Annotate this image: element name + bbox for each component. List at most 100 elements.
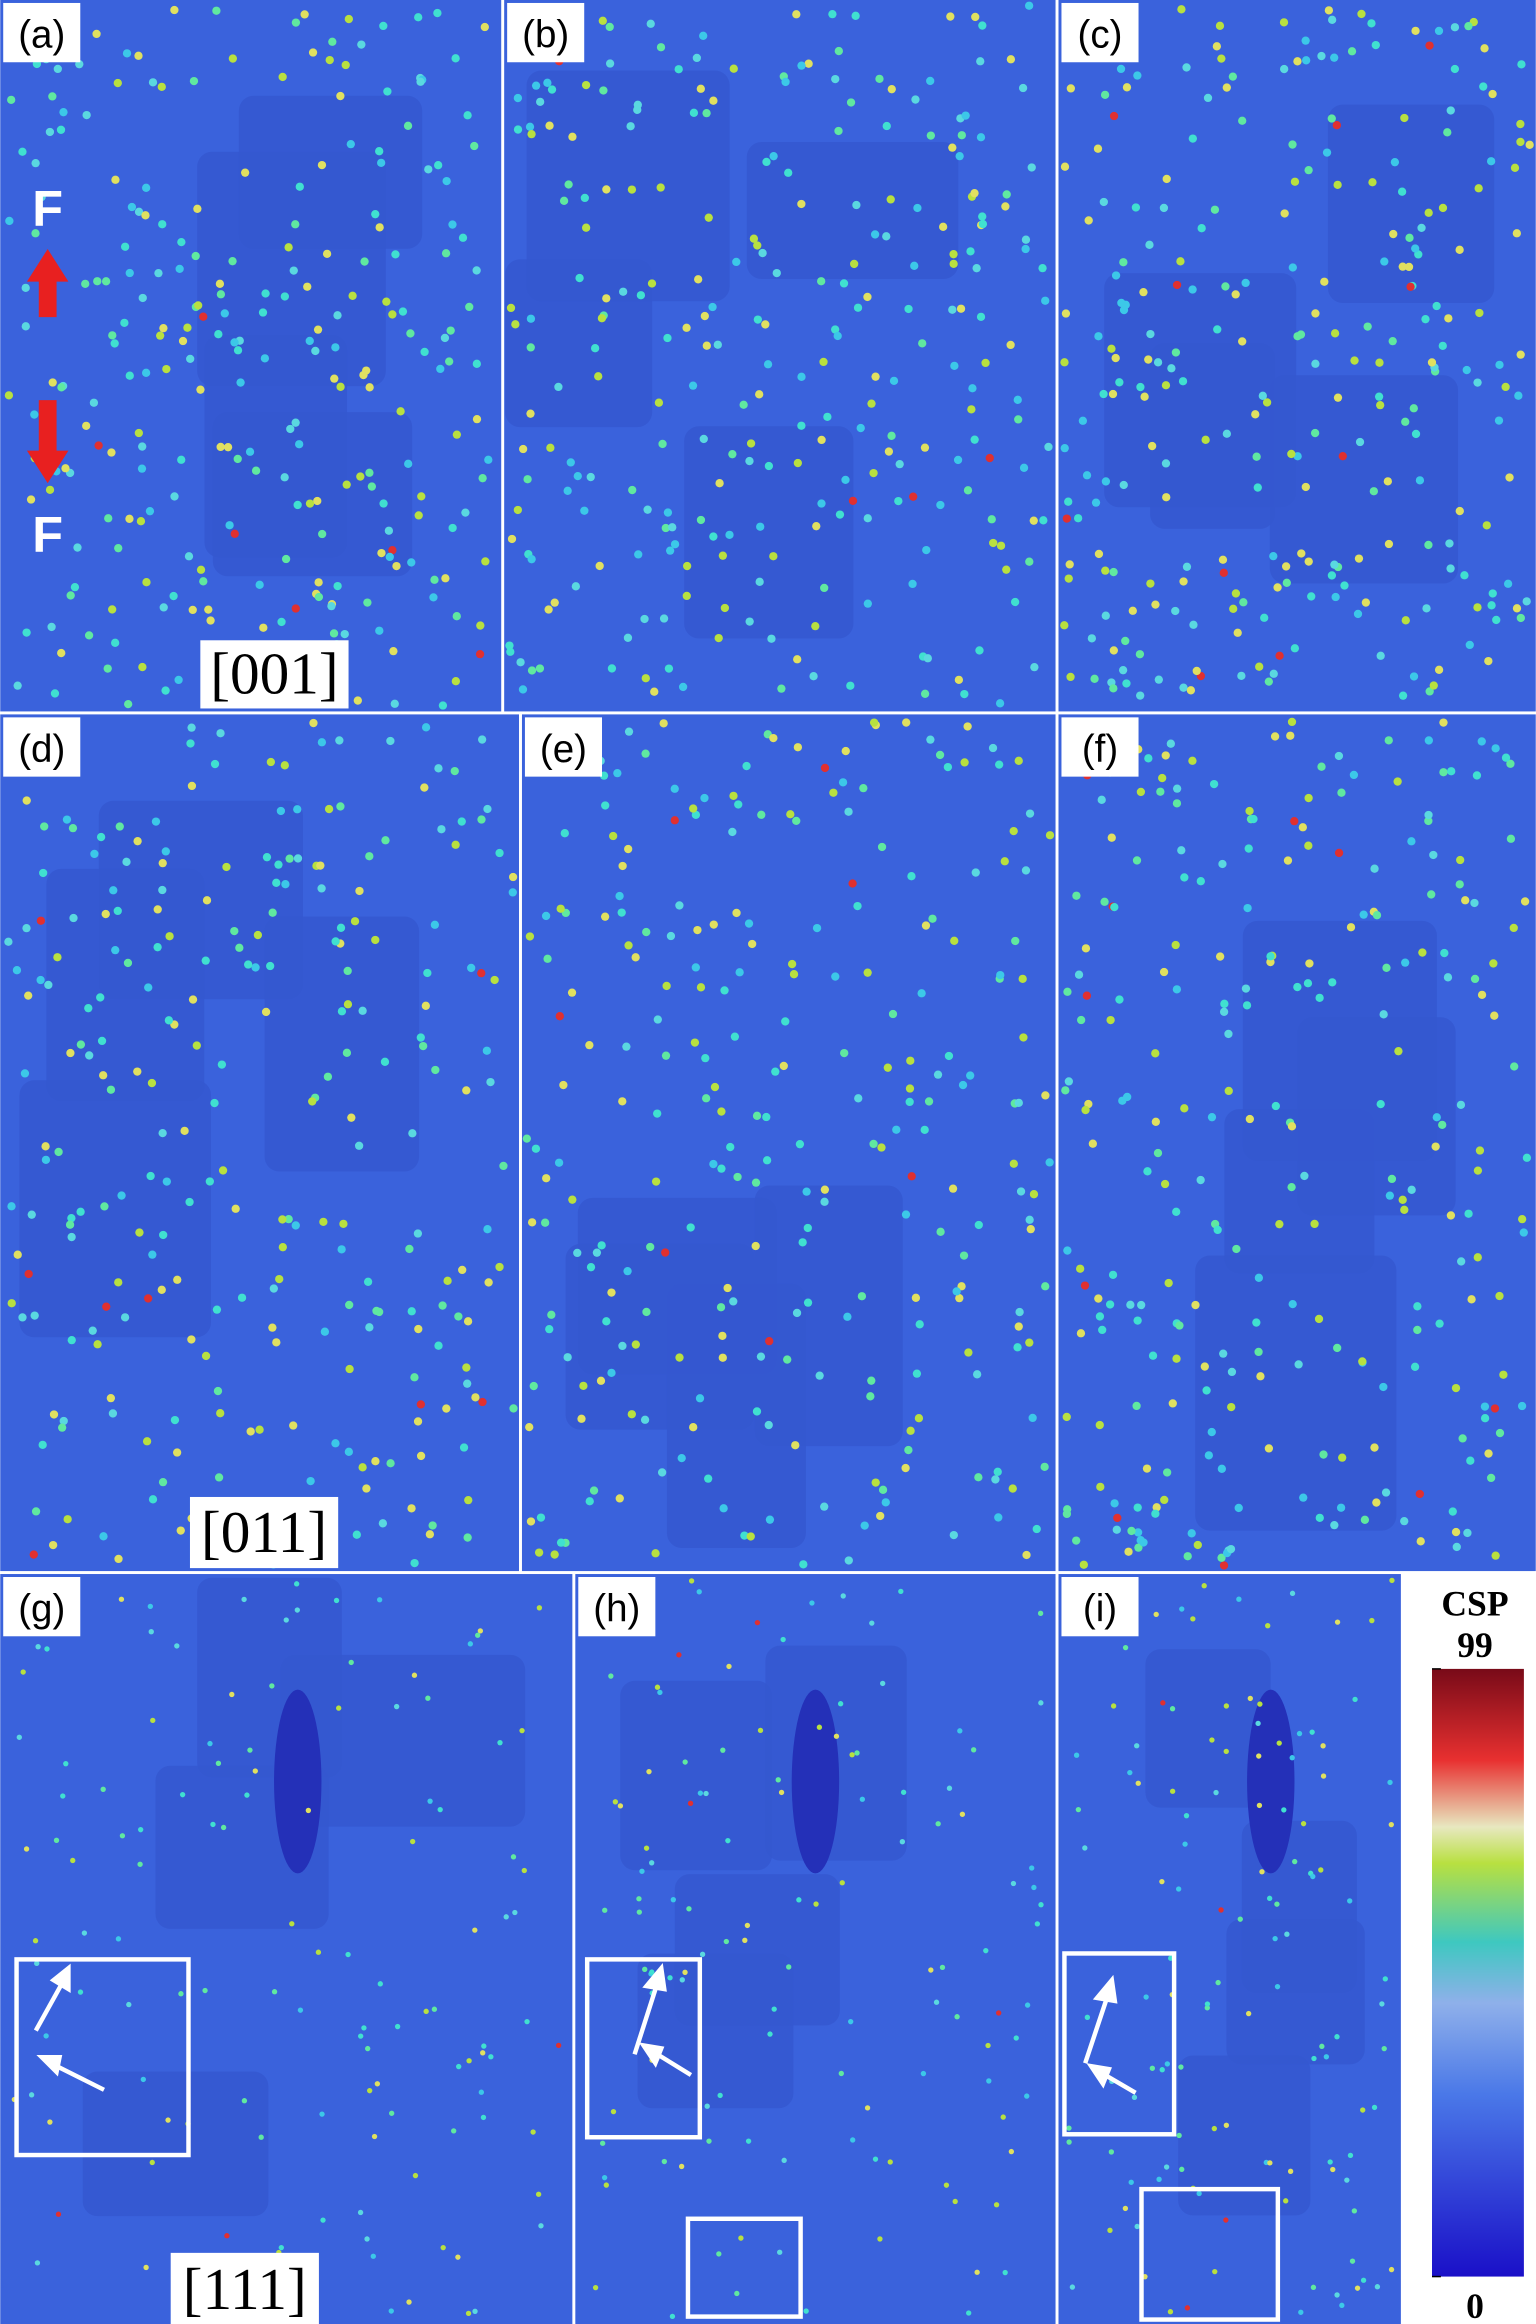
atom (1014, 756, 1023, 765)
atom (887, 85, 896, 94)
grain (1178, 2055, 1311, 2216)
atom (933, 1999, 940, 2005)
atom (692, 53, 702, 63)
atom (1168, 1399, 1177, 1408)
label-box (189, 1496, 339, 1569)
atom (1339, 2302, 1345, 2309)
atom (686, 1906, 692, 1912)
atom (386, 1459, 395, 1468)
atom (450, 766, 459, 776)
atom (1448, 1507, 1457, 1516)
atom (365, 1323, 374, 1332)
atom (689, 108, 699, 117)
atom (898, 1588, 904, 1595)
atom (976, 133, 986, 142)
atom (291, 604, 300, 613)
atom (1060, 162, 1070, 171)
atom (935, 750, 945, 760)
force-arrow (26, 400, 69, 484)
atom (1274, 1983, 1281, 1990)
atom (281, 880, 290, 889)
atom (653, 1015, 662, 1024)
atom (306, 1476, 315, 1486)
atom (1133, 1528, 1143, 1537)
atom (545, 1324, 554, 1334)
atom (26, 495, 36, 504)
atom (475, 1632, 481, 1638)
atom (647, 279, 657, 288)
atom (67, 1232, 76, 1242)
atom (597, 1241, 606, 1250)
void (1247, 1689, 1295, 1874)
atom (1212, 2268, 1218, 2275)
atom (313, 496, 322, 506)
atom (1063, 1505, 1072, 1514)
atom (411, 1672, 418, 1678)
atom (377, 158, 386, 168)
atom (1427, 890, 1436, 899)
atom (1131, 2094, 1138, 2101)
atom (50, 689, 60, 698)
atom (1182, 63, 1191, 72)
atom (241, 1596, 247, 1603)
atom (573, 471, 582, 481)
atom (983, 1948, 989, 1954)
atom (134, 428, 143, 438)
atom (1354, 554, 1364, 563)
atom (976, 312, 986, 321)
atom (107, 448, 116, 457)
atom (1099, 389, 1108, 399)
atom (153, 943, 162, 952)
atom (1349, 770, 1359, 780)
atom (649, 1860, 655, 1866)
atom (1334, 751, 1344, 761)
atom (437, 1806, 443, 1813)
atom (114, 1554, 123, 1564)
atom (840, 1593, 846, 1599)
atom (463, 1317, 473, 1326)
atom (650, 687, 659, 696)
atom (1293, 332, 1302, 341)
atom (1184, 2305, 1191, 2311)
atom (1451, 1527, 1461, 1537)
atom (809, 1600, 815, 1606)
atom (1292, 1858, 1298, 1865)
atom (81, 279, 90, 288)
atom (63, 1761, 69, 1767)
atom (1372, 1498, 1381, 1507)
atom (820, 1197, 829, 1206)
atom (1347, 1898, 1353, 1904)
atom (1229, 604, 1238, 613)
atom (985, 2042, 991, 2049)
atom (723, 1283, 732, 1293)
atom (420, 783, 429, 792)
atom (464, 1495, 473, 1505)
atom (924, 1097, 934, 1106)
atom (978, 21, 987, 30)
atom (1143, 1167, 1152, 1176)
atom (342, 1048, 352, 1057)
atom (179, 1791, 186, 1798)
atom (1431, 1142, 1440, 1151)
atom (463, 1533, 472, 1542)
atom (458, 233, 468, 242)
atom (173, 1275, 182, 1284)
atom (1217, 1464, 1227, 1473)
atom (949, 1530, 958, 1540)
atom (233, 454, 242, 464)
atom (1394, 1047, 1403, 1056)
atom (615, 1494, 624, 1503)
atom (1517, 1401, 1527, 1411)
atom (701, 1094, 711, 1103)
atom (1239, 598, 1248, 607)
atom (319, 1217, 328, 1227)
atom (205, 1177, 214, 1186)
atom (4, 937, 13, 946)
atom (291, 1221, 300, 1230)
atom (16, 1734, 22, 1740)
atom (1153, 1611, 1159, 1618)
atom (581, 80, 591, 90)
atom (509, 1404, 518, 1413)
atom (875, 74, 884, 83)
atom (835, 510, 845, 519)
